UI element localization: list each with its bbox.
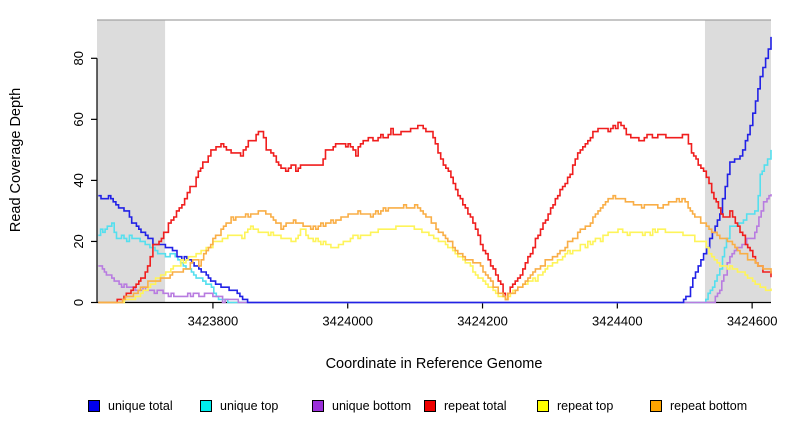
- legend-item-repeat-bottom: repeat bottom: [650, 397, 747, 415]
- masked-region-bands: [97, 19, 771, 303]
- legend-swatch-repeat-bottom: [650, 400, 662, 412]
- legend-item-unique-total: unique total: [88, 397, 173, 415]
- coverage-series: [98, 36, 772, 304]
- legend-label: repeat bottom: [670, 399, 748, 413]
- axes: 3423800 3424000 3424200 3424400 3424600 0 20 40…: [71, 51, 777, 328]
- y-tick-label: 80: [71, 51, 86, 65]
- series-repeat-total-line: [98, 121, 772, 304]
- series-unique-bottom-line: [98, 194, 772, 304]
- y-tick-label: 20: [71, 234, 86, 248]
- x-axis-title: Coordinate in Reference Genome: [326, 356, 543, 372]
- shaded-region-band: [97, 20, 166, 303]
- legend-swatch-repeat-top: [537, 400, 549, 412]
- x-tick-label: 3424000: [322, 314, 373, 329]
- legend-swatch-repeat-total: [424, 400, 436, 412]
- legend-label: unique total: [108, 399, 173, 413]
- legend-label: repeat total: [444, 399, 507, 413]
- y-axis-title: Read Coverage Depth: [8, 88, 24, 232]
- x-tick-label: 3423800: [188, 314, 239, 329]
- coverage-chart: 3423800 3424000 3424200 3424400 3424600 0 20 40…: [8, 19, 777, 372]
- series-repeat-bottom-line: [98, 194, 772, 304]
- legend-item-unique-bottom: unique bottom: [312, 397, 411, 415]
- x-tick-label: 3424600: [727, 314, 778, 329]
- x-tick-label: 3424200: [457, 314, 508, 329]
- legend-label: unique bottom: [332, 399, 412, 413]
- legend: unique total unique top unique bottom repea…: [0, 397, 792, 419]
- legend-label: repeat top: [557, 399, 614, 413]
- legend-swatch-unique-top: [200, 400, 212, 412]
- series-unique-top-line: [98, 149, 772, 304]
- legend-item-repeat-total: repeat total: [424, 397, 507, 415]
- legend-swatch-unique-total: [88, 400, 100, 412]
- legend-item-unique-top: unique top: [200, 397, 278, 415]
- legend-item-repeat-top: repeat top: [537, 397, 613, 415]
- y-tick-label: 40: [71, 173, 86, 187]
- legend-label: unique top: [220, 399, 279, 413]
- x-tick-label: 3424400: [592, 314, 643, 329]
- y-tick-label: 60: [71, 112, 86, 126]
- shaded-region-band: [704, 20, 771, 303]
- y-tick-label: 0: [71, 299, 86, 306]
- legend-swatch-unique-bottom: [312, 400, 324, 412]
